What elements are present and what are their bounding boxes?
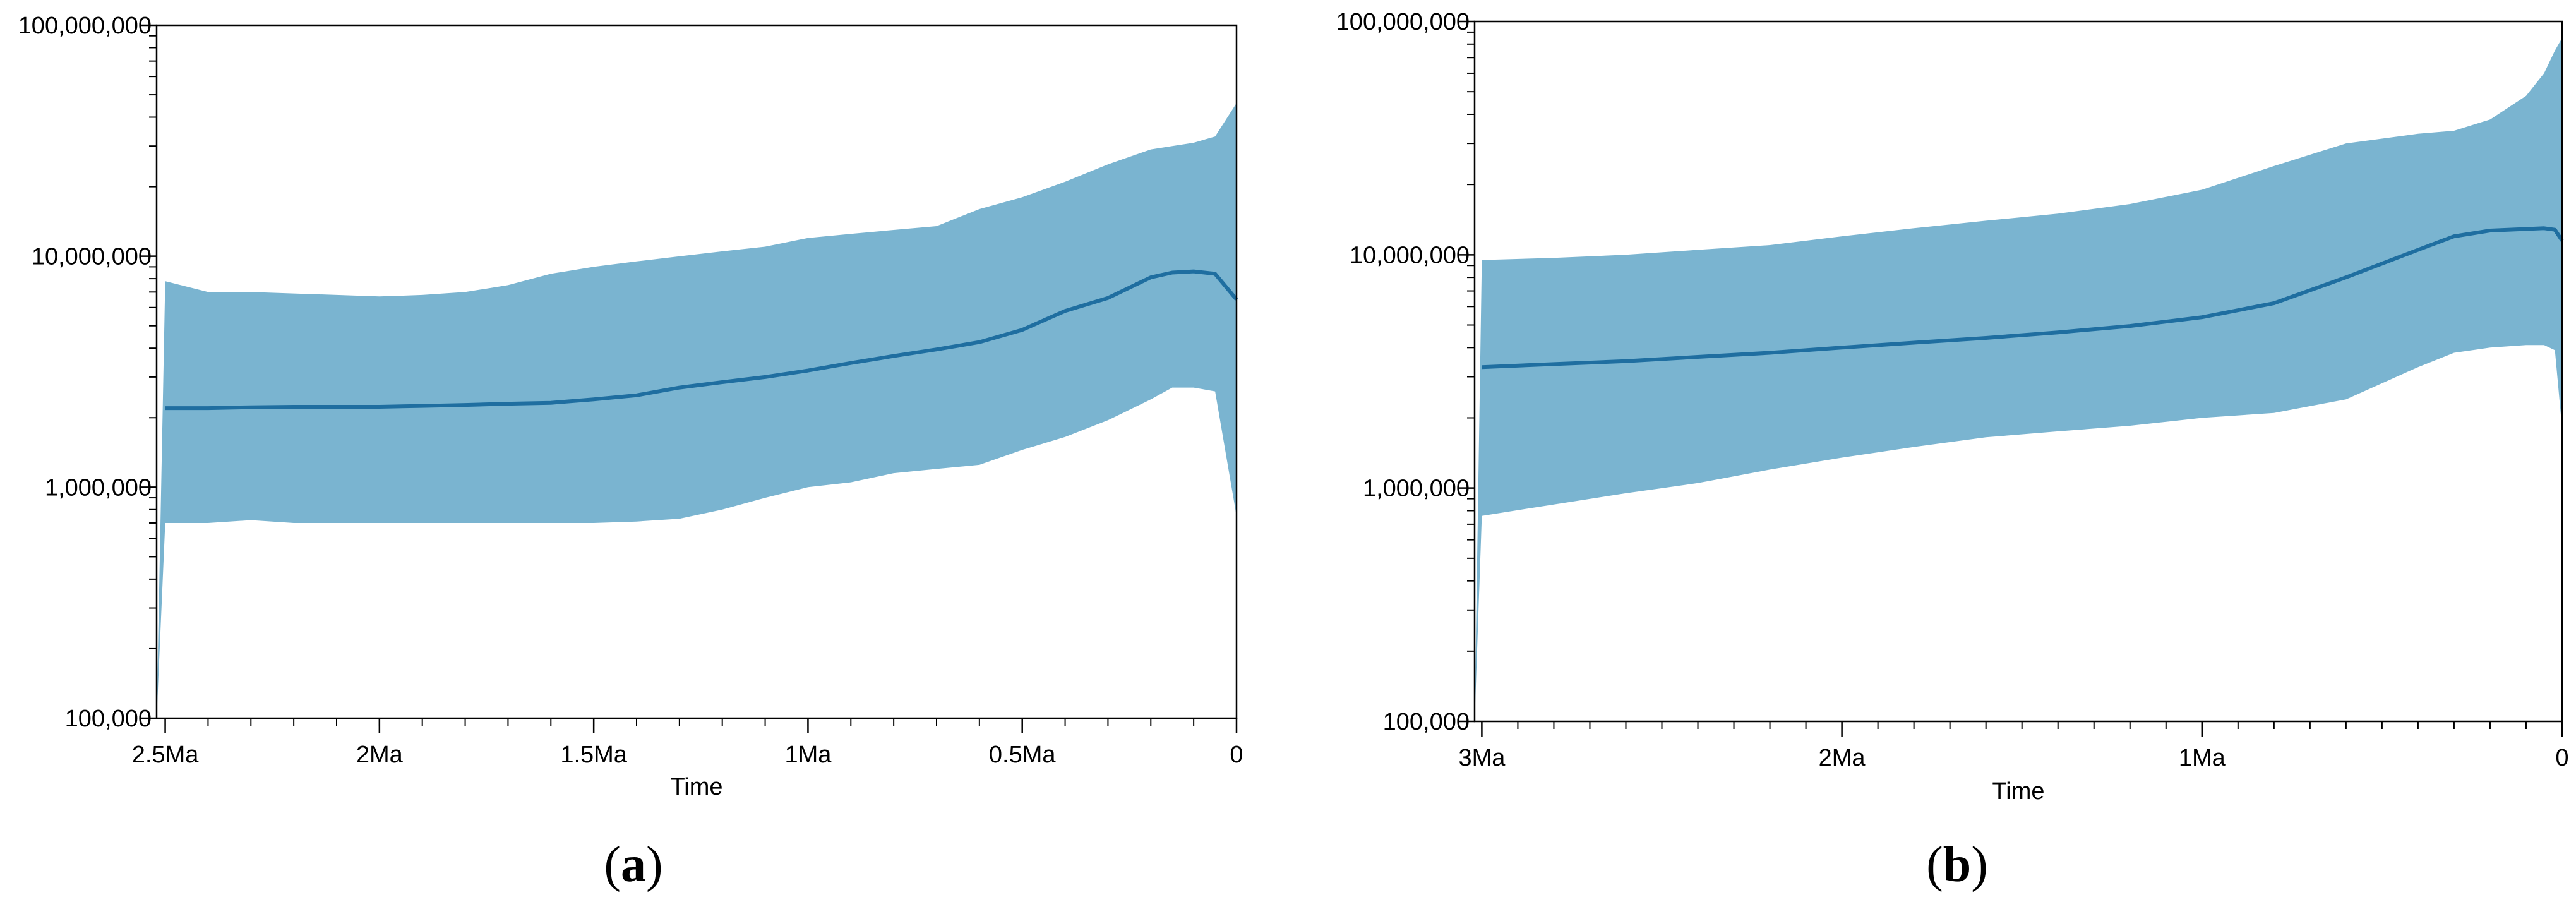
x-tick-label: 1Ma	[2179, 745, 2226, 771]
x-tick-label: 3Ma	[1458, 745, 1506, 771]
y-tick-label: 100,000,000	[18, 13, 152, 39]
y-tick-label: 10,000,000	[32, 244, 152, 270]
panel-label: (a)	[604, 837, 662, 893]
y-tick-label: 100,000	[65, 706, 152, 732]
hpd-band-area	[1475, 38, 2562, 722]
median-line	[1482, 226, 2564, 370]
panel-label: (b)	[1926, 837, 1988, 893]
plot-frame	[155, 24, 1238, 719]
x-tick-label: 2Ma	[356, 742, 404, 768]
panel-b-chart: 100,000 1,000,000 10,000,000 100,000,000 3Ma…	[1336, 9, 2569, 893]
x-axis-title: Time	[670, 774, 722, 800]
hpd-band-area	[157, 103, 1237, 719]
x-tick-label: 0.5Ma	[989, 742, 1056, 768]
plot-frame	[1473, 20, 2563, 723]
x-tick-label: 2Ma	[1819, 745, 1866, 771]
x-axis-title: Time	[1992, 778, 2044, 805]
x-tick-label: 2.5Ma	[132, 742, 199, 768]
x-tick-label: 0	[2555, 745, 2568, 771]
panel-a-chart: 100,000 1,000,000 10,000,000 100,000,000 2.5…	[18, 13, 1243, 893]
y-tick-label: 1,000,000	[45, 474, 152, 501]
y-tick-label: 10,000,000	[1350, 242, 1470, 268]
y-tick-label: 100,000,000	[1336, 9, 1470, 35]
median-line	[165, 269, 1238, 411]
y-tick-label: 100,000	[1383, 709, 1470, 735]
x-tick-label: 1Ma	[784, 742, 832, 768]
x-tick-label: 1.5Ma	[560, 742, 627, 768]
y-tick-label: 1,000,000	[1363, 476, 1470, 502]
x-tick-label: 0	[1230, 742, 1243, 768]
